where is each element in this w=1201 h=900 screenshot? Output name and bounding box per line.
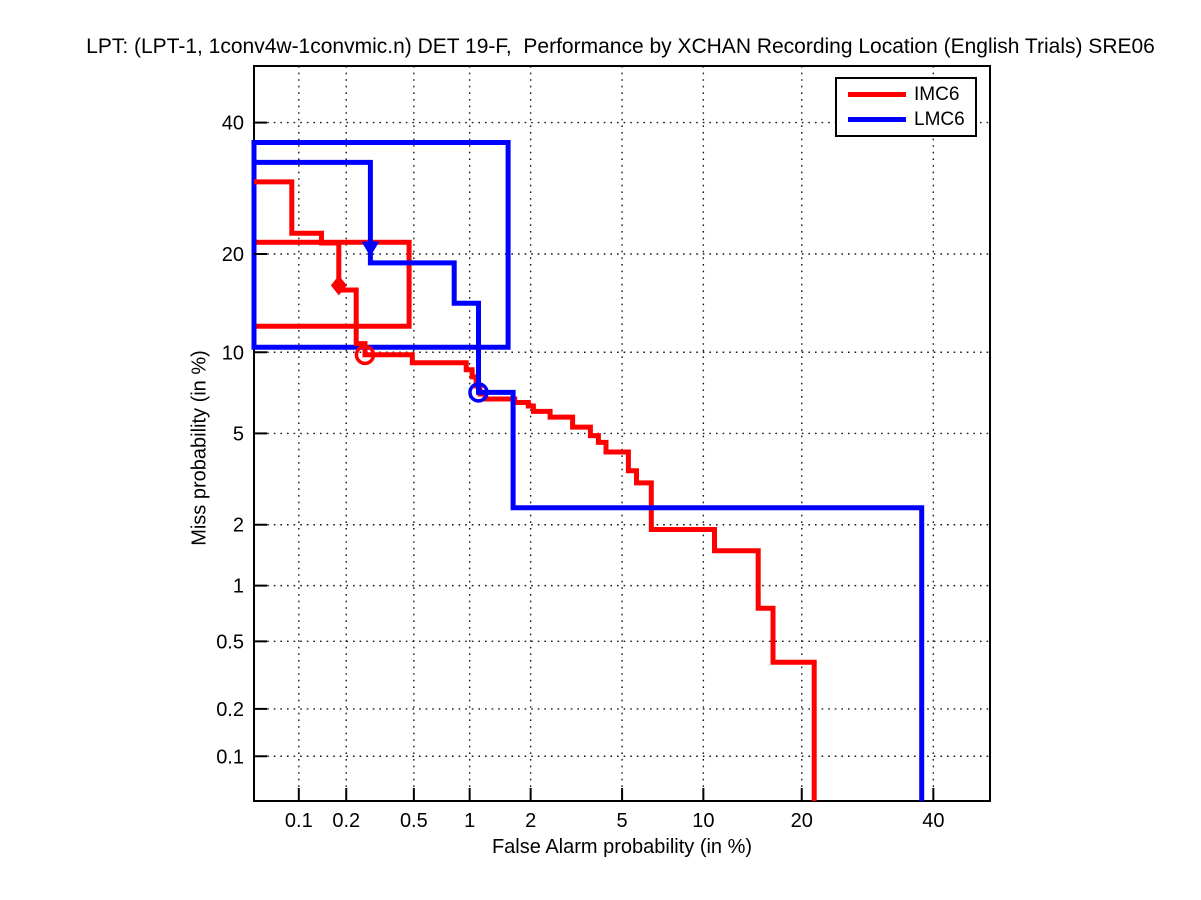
y-tick-label: 20 [222,244,244,266]
x-tick-label: 1 [464,810,475,832]
plot-frame [253,65,991,802]
det-curve-lmc6 [254,159,925,801]
confidence-box-imc6 [251,239,412,329]
x-tick-label: 10 [692,810,714,832]
y-tick-label: 0.5 [216,631,244,653]
legend-line-lmc6 [848,117,906,122]
y-tick-label: 0.1 [216,746,244,768]
y-tick-label: 10 [222,342,244,364]
x-tick-label: 0.1 [285,810,313,832]
min-dcf-marker-lmc6 [468,382,489,403]
actual-dcf-marker-imc6 [330,275,347,296]
y-tick-label: 5 [233,423,244,445]
y-tick-label: 1 [233,576,244,598]
x-tick-label: 0.2 [332,810,360,832]
x-tick-label: 5 [617,810,628,832]
legend-label-imc6: IMC6 [914,83,960,105]
legend-line-imc6 [848,92,906,97]
x-tick-label: 20 [791,810,813,832]
x-tick-label: 40 [922,810,944,832]
y-tick-label: 2 [233,515,244,537]
min-dcf-marker-imc6 [354,344,376,366]
y-tick-label: 40 [222,113,244,135]
chart-title: LPT: (LPT-1, 1conv4w-1convmic.n) DET 19-… [86,35,1155,58]
x-axis-label: False Alarm probability (in %) [491,836,753,858]
legend: IMC6 LMC6 [835,77,977,137]
x-tick-label: 2 [525,810,536,832]
legend-item-imc6: IMC6 [848,83,975,105]
legend-label-lmc6: LMC6 [914,108,965,130]
x-tick-label: 0.5 [400,810,428,832]
det-curve-imc6 [254,179,817,801]
y-tick-label: 0.2 [216,699,244,721]
legend-item-lmc6: LMC6 [848,108,975,130]
y-axis-label: Miss probability (in %) [188,350,211,546]
actual-dcf-marker-lmc6 [361,241,380,257]
confidence-box-lmc6 [251,139,511,350]
